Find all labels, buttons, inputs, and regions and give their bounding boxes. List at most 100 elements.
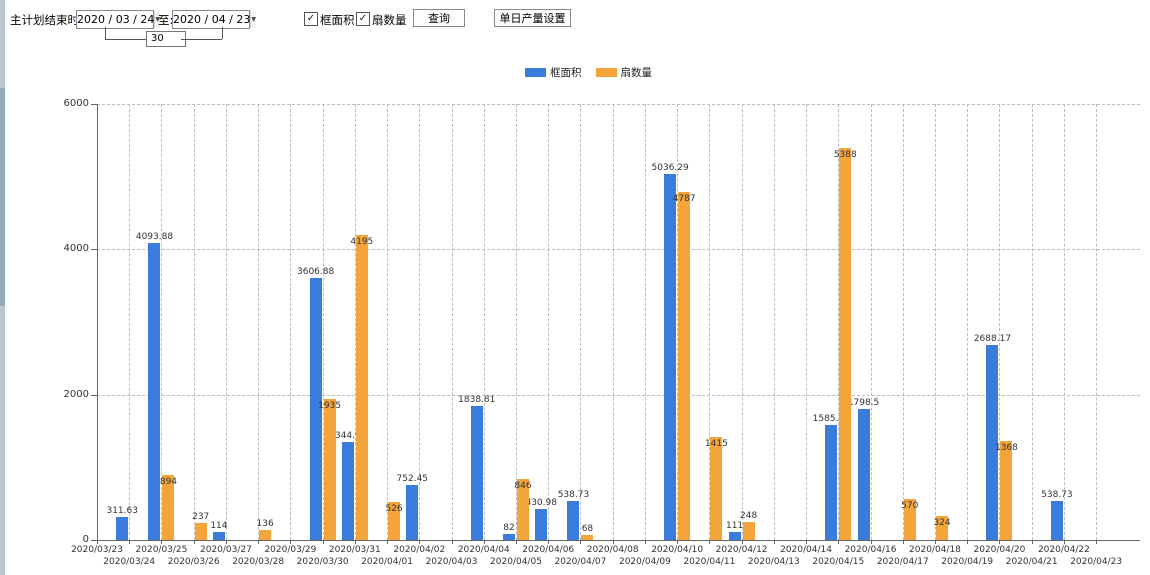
v-gridline: [709, 104, 711, 540]
bar-value-label: 1368: [994, 442, 1018, 453]
bar-sash-count: [935, 516, 948, 540]
end-date-picker[interactable]: 2020 / 04 / 23 ▼: [172, 10, 257, 29]
bar-frame-area: [212, 531, 225, 540]
x-tick-label: 2020/03/28: [232, 557, 285, 567]
start-date-picker[interactable]: 2020 / 03 / 24 ▼: [76, 10, 161, 29]
bar-sash-count: [259, 530, 272, 540]
bar-value-label: 1935: [318, 401, 342, 412]
x-axis-tick: [451, 540, 453, 544]
x-axis-tick: [838, 540, 840, 544]
x-axis-tick: [741, 540, 743, 544]
bar-value-label: 1798.5: [847, 398, 880, 409]
legend-swatch-frame-area: [525, 68, 546, 77]
bar-value-label: 570: [901, 500, 919, 511]
x-tick-label: 2020/04/14: [780, 545, 832, 555]
x-axis-tick: [580, 540, 582, 544]
bar-frame-area: [857, 409, 870, 540]
x-axis-tick: [967, 540, 969, 544]
bar-frame-area: [825, 424, 838, 540]
bar-value-label: 111: [726, 520, 744, 531]
bar-value-label: 136: [256, 519, 274, 530]
legend-item-sash-count: 扇数量: [595, 65, 652, 80]
bar-frame-area: [1050, 500, 1063, 540]
bar-value-label: 311.63: [106, 506, 138, 517]
y-axis-tick: [91, 540, 97, 541]
legend-swatch-sash-count: [595, 68, 617, 77]
daily-output-settings-button[interactable]: 单日产量设置: [494, 9, 571, 27]
v-gridline: [483, 104, 485, 540]
v-gridline: [161, 104, 163, 540]
bar-frame-area: [664, 174, 677, 540]
bar-sash-count: [194, 522, 207, 540]
x-tick-label: 2020/04/23: [1070, 557, 1123, 567]
bar-frame-area: [728, 531, 741, 540]
chart-legend: 框面积 扇数量: [525, 65, 652, 80]
bar-sash-count: [678, 192, 691, 540]
v-gridline: [580, 104, 582, 540]
y-tick-label: 2000: [63, 388, 89, 400]
x-axis-tick: [161, 540, 163, 544]
x-tick-label: 2020/04/12: [715, 545, 768, 555]
v-gridline: [644, 104, 646, 540]
x-axis-tick: [97, 540, 98, 544]
toolbar: 主计划结束时间: 2020 / 03 / 24 ▼ 至: 2020 / 04 /…: [0, 0, 1150, 50]
bar-frame-area: [502, 534, 515, 540]
query-button[interactable]: 查询: [413, 9, 465, 27]
bar-sash-count: [903, 498, 916, 540]
chevron-down-icon[interactable]: ▼: [250, 11, 257, 28]
check-icon: ✓: [306, 13, 316, 24]
x-axis-tick: [999, 540, 1001, 544]
sash-count-checkbox[interactable]: ✓: [356, 12, 370, 26]
bar-value-label: 324: [933, 518, 951, 529]
bar-value-label: 248: [740, 510, 758, 521]
v-gridline: [999, 104, 1001, 540]
bar-value-label: 894: [159, 477, 178, 488]
y-axis: [97, 104, 98, 540]
chevron-down-icon[interactable]: ▼: [154, 11, 161, 28]
v-gridline: [870, 104, 872, 540]
to-label: 至:: [158, 13, 174, 27]
x-tick-label: 2020/03/25: [135, 545, 188, 555]
legend-item-frame-area: 框面积: [525, 65, 582, 80]
h-gridline: [97, 249, 1140, 251]
x-tick-label: 2020/04/21: [1005, 557, 1058, 567]
v-gridline: [773, 104, 775, 540]
bar-sash-count: [355, 235, 368, 540]
v-gridline: [322, 104, 324, 540]
x-axis-tick: [483, 540, 485, 544]
window-edge-strip-segment: [0, 88, 5, 306]
bar-value-label: 3606.88: [297, 266, 335, 277]
bar-sash-count: [162, 475, 175, 540]
v-gridline: [806, 104, 808, 540]
x-tick-label: 2020/04/13: [747, 557, 800, 567]
v-gridline: [419, 104, 421, 540]
connector-line: [181, 39, 222, 40]
x-axis-tick: [354, 540, 356, 544]
x-axis-tick: [129, 540, 131, 544]
v-gridline: [225, 104, 227, 540]
legend-label-frame-area: 框面积: [550, 67, 582, 79]
connector-line: [222, 27, 223, 39]
frame-area-checkbox-label[interactable]: 框面积: [320, 13, 355, 27]
x-axis-tick: [1063, 540, 1065, 544]
v-gridline: [451, 104, 453, 540]
x-tick-label: 2020/04/15: [812, 557, 865, 567]
x-tick-label: 2020/04/22: [1037, 545, 1090, 555]
x-tick-label: 2020/04/05: [490, 557, 542, 567]
x-axis-tick: [1096, 540, 1098, 544]
frame-area-checkbox[interactable]: ✓: [304, 12, 318, 26]
bar-frame-area: [341, 442, 354, 540]
x-axis-tick: [258, 540, 260, 544]
bar-value-label: 5036.29: [651, 163, 689, 174]
bar-value-label: 430.98: [525, 497, 557, 508]
bar-value-label: 1415: [704, 439, 728, 450]
x-tick-label: 2020/04/02: [393, 545, 446, 555]
x-axis-tick: [934, 540, 936, 544]
bar-frame-area: [309, 277, 322, 540]
bar-value-label: 846: [514, 480, 532, 491]
sash-count-checkbox-label[interactable]: 扇数量: [372, 13, 407, 27]
connector-line: [105, 39, 146, 40]
connector-line: [105, 27, 106, 39]
y-tick-label: 6000: [63, 98, 89, 109]
